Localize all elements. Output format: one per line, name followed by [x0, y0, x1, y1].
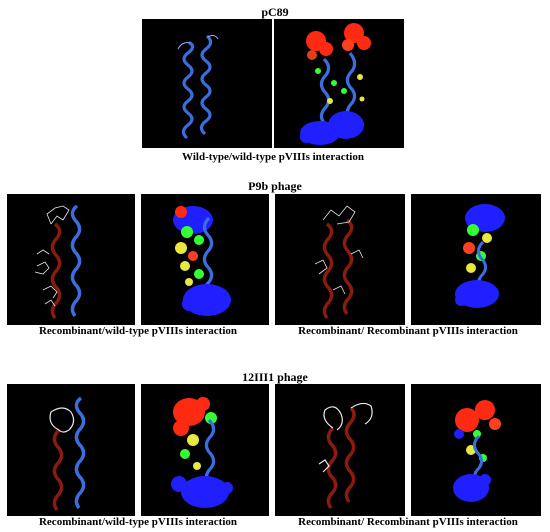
- panel-12iii1-ribbon-rw: [7, 384, 135, 516]
- panel-p9b-surface-rr: [411, 194, 541, 325]
- panel-12iii1-ribbon-rr: [275, 384, 405, 516]
- surface-map-image: [173, 206, 231, 316]
- ribbon-recombinant-wildtype-loop-image: [49, 396, 86, 512]
- panel-12iii1-surface-rw: [141, 384, 269, 516]
- ribbon-recombinant-recombinant-loop-image: [318, 402, 373, 510]
- caption-12iii1-recombinant-wildtype: Recombinant/wild-type pVIIIs interaction: [38, 516, 237, 528]
- panel-pc89-surface: [274, 19, 404, 148]
- surface-map-image: [300, 23, 371, 145]
- panel-pc89-ribbon: [142, 19, 272, 148]
- caption-p9b-recombinant-recombinant: Recombinant/ Recombinant pVIIIs interact…: [298, 325, 518, 337]
- section-title-p9b: P9b phage: [248, 179, 302, 193]
- panel-p9b-ribbon-rw: [7, 194, 135, 325]
- panel-12iii1-surface-rr: [411, 384, 541, 516]
- surface-map-image: [455, 204, 505, 308]
- caption-12iii1-recombinant-recombinant: Recombinant/ Recombinant pVIIIs interact…: [298, 516, 518, 528]
- panel-p9b-surface-rw: [141, 194, 269, 325]
- section-title-12iii1: 12III1 phage: [242, 370, 308, 384]
- surface-map-image: [453, 400, 501, 502]
- caption-pc89: Wild-type/wild-type pVIIIs interaction: [182, 151, 364, 163]
- ribbon-recombinant-wildtype-image: [34, 204, 82, 320]
- surface-map-image: [171, 397, 233, 508]
- panel-p9b-ribbon-rr: [275, 194, 405, 325]
- caption-p9b-recombinant-wildtype: Recombinant/wild-type pVIIIs interaction: [38, 325, 237, 337]
- ribbon-helices-image: [177, 34, 219, 139]
- section-title-pc89: pC89: [261, 5, 289, 19]
- ribbon-recombinant-recombinant-image: [314, 205, 364, 320]
